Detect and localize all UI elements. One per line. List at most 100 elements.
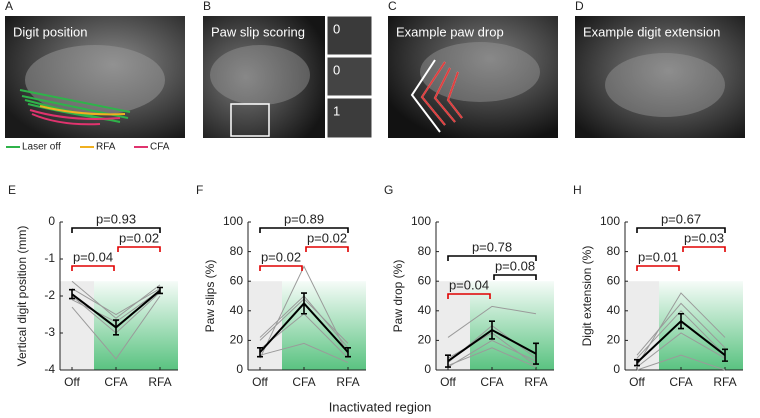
significance-bracket — [259, 227, 349, 233]
significance-bracket — [493, 274, 537, 280]
trace — [39, 105, 126, 116]
x-tick-label: Off — [440, 375, 456, 389]
panel-letter: D — [575, 0, 584, 13]
significance-bracket — [447, 293, 491, 299]
chart: 0 20 40 60 80 100 Off CFA RFA F Paw slips (%) p=0.0… — [196, 183, 366, 389]
y-tick-label: 40 — [418, 303, 432, 317]
significance-bracket — [71, 227, 161, 233]
error-bar — [634, 358, 640, 367]
p-value: p=0.89 — [284, 211, 324, 226]
y-axis-label: Paw drop (%) — [391, 260, 405, 333]
significance-bracket — [259, 265, 303, 271]
y-axis-label: Vertical digit position (mm) — [15, 226, 29, 367]
error-bar — [489, 320, 495, 340]
y-tick-label: 40 — [230, 303, 244, 317]
subject-line — [636, 302, 726, 356]
x-tick-label: RFA — [524, 375, 547, 389]
subject-line — [447, 305, 537, 338]
photo-panels — [5, 15, 745, 139]
y-tick-label: 80 — [230, 244, 244, 258]
p-value: p=0.04 — [73, 249, 113, 264]
inactivation-shade — [94, 281, 178, 370]
panel-letter: G — [384, 183, 393, 197]
panel-letter: F — [196, 183, 203, 197]
p-value: p=0.78 — [472, 239, 512, 254]
significance-bracket — [71, 265, 115, 271]
subject-line — [259, 342, 349, 364]
y-axis-label: Paw slips (%) — [203, 260, 217, 333]
subject-line — [71, 280, 161, 319]
subject-line — [636, 292, 726, 366]
error-bar — [722, 348, 728, 362]
photo-shape — [420, 42, 540, 102]
y-tick-label: 80 — [418, 244, 432, 258]
y-tick-label: 0 — [236, 362, 243, 376]
error-bar — [301, 292, 307, 315]
inactivation-shade — [470, 281, 554, 370]
p-value: p=0.02 — [261, 249, 301, 264]
photo — [388, 16, 558, 138]
inactivation-shade — [659, 281, 743, 370]
off-shade — [60, 281, 94, 370]
panel-letter: B — [203, 0, 211, 13]
panel-letter: E — [8, 183, 16, 197]
subject-line — [636, 332, 726, 368]
photo — [575, 16, 745, 138]
y-tick-label: 40 — [607, 303, 621, 317]
subject-line — [71, 288, 161, 316]
photo-shape — [605, 53, 725, 117]
x-tick-label: CFA — [480, 375, 503, 389]
significance-bracket — [636, 265, 680, 271]
y-tick-label: 100 — [411, 214, 431, 228]
x-tick-label: RFA — [713, 375, 736, 389]
y-tick-label: 0 — [48, 214, 55, 228]
subject-line — [636, 310, 726, 359]
legend-label: CFA — [150, 142, 170, 153]
x-axis-label: Inactivated region — [329, 399, 432, 414]
y-tick-label: 20 — [418, 333, 432, 347]
chart: 0 20 40 60 80 100 Off CFA RFA G Paw drop (%) p=0.04… — [384, 183, 554, 389]
p-value: p=0.01 — [638, 249, 678, 264]
significance-bracket — [447, 255, 537, 261]
y-tick-label: 0 — [613, 362, 620, 376]
error-bar — [533, 342, 539, 365]
y-tick-label: 20 — [607, 333, 621, 347]
significance-bracket — [682, 246, 726, 252]
photo-shape — [210, 45, 310, 105]
y-tick-label: 60 — [418, 273, 432, 287]
y-tick-label: -2 — [44, 288, 55, 302]
highlight-box — [230, 103, 270, 137]
p-value: p=0.93 — [96, 211, 136, 226]
image-label: Example digit extension — [583, 24, 720, 39]
p-value: p=0.02 — [119, 230, 159, 245]
x-tick-label: CFA — [104, 375, 127, 389]
y-tick-label: -3 — [44, 325, 55, 339]
y-tick-label: 80 — [607, 244, 621, 258]
p-value: p=0.04 — [449, 277, 489, 292]
x-tick-label: RFA — [336, 375, 359, 389]
legend-label: RFA — [96, 142, 116, 153]
chart: 0 20 40 60 80 100 Off CFA RFA H Digit extension (%… — [573, 183, 743, 389]
photo — [203, 16, 325, 138]
trace — [420, 61, 463, 126]
y-tick-label: 100 — [600, 214, 620, 228]
y-axis-label: Digit extension (%) — [580, 246, 594, 347]
x-tick-label: CFA — [669, 375, 692, 389]
y-tick-label: 0 — [424, 362, 431, 376]
y-tick-label: -1 — [44, 251, 55, 265]
inset — [326, 97, 373, 139]
significance-bracket — [636, 227, 726, 233]
error-bar — [69, 288, 75, 300]
panel-letter: C — [388, 0, 397, 13]
significance-bracket — [117, 246, 161, 252]
slip-score: 0 — [333, 62, 340, 77]
x-tick-label: Off — [629, 375, 645, 389]
error-bar — [678, 312, 684, 330]
trace — [29, 109, 121, 126]
error-bar — [257, 347, 263, 358]
x-tick-label: RFA — [148, 375, 171, 389]
trace — [19, 89, 131, 123]
x-tick-label: Off — [64, 375, 80, 389]
legend-label: Laser off — [22, 142, 61, 153]
error-bar — [345, 347, 351, 358]
